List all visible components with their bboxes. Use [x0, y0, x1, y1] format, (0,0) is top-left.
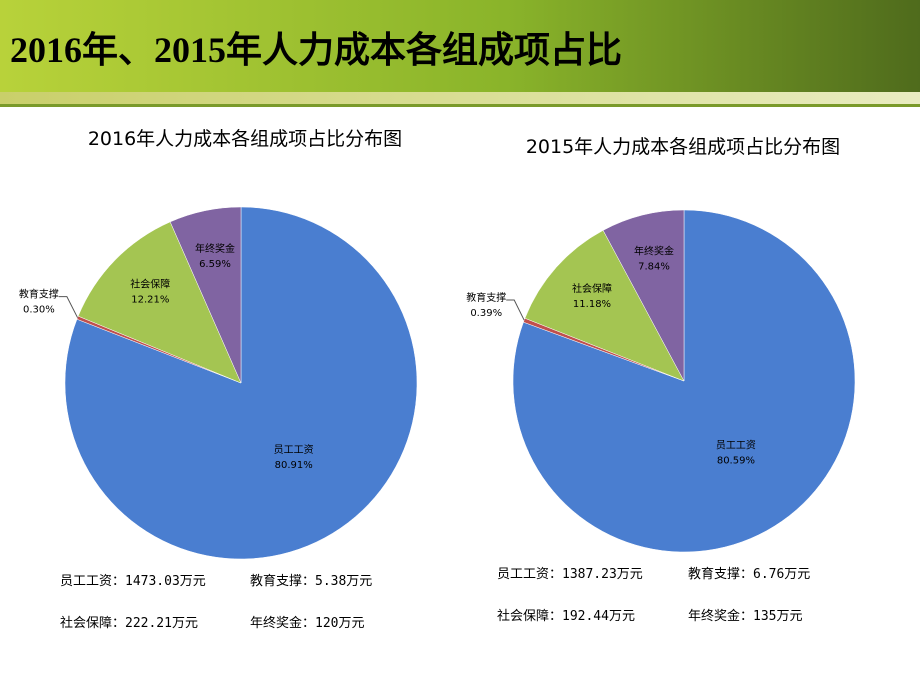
chart-title: 2015年人力成本各组成项占比分布图	[526, 136, 840, 158]
slice-label: 年终奖金	[634, 245, 674, 258]
slice-value-label: 0.39%	[470, 308, 502, 319]
slice-label: 员工工资	[274, 444, 314, 456]
slice-label: 员工工资	[716, 439, 756, 451]
note: 教育支撑：6.76万元	[688, 566, 810, 582]
header-stripe	[0, 92, 920, 104]
slice-value-label: 0.30%	[23, 305, 55, 316]
slice-label: 教育支撑	[19, 288, 59, 301]
slice-value-label: 80.91%	[275, 460, 313, 471]
slice-value-label: 7.84%	[638, 262, 670, 273]
slice-label: 年终奖金	[195, 242, 235, 255]
note: 员工工资：1473.03万元	[60, 574, 206, 589]
note: 教育支撑：5.38万元	[250, 573, 372, 589]
pie-slice	[524, 229, 685, 382]
pie-slice	[169, 206, 242, 384]
slice-label: 教育支撑	[466, 291, 506, 304]
note: 年终奖金：120万元	[250, 615, 364, 631]
note: 社会保障：192.44万元	[497, 608, 635, 624]
note: 社会保障：222.21万元	[60, 615, 198, 631]
header-band	[0, 0, 920, 92]
leader-line	[58, 296, 79, 318]
header-line	[0, 104, 920, 107]
pie-slice	[77, 221, 242, 384]
pie-slice	[602, 209, 685, 382]
slice-value-label: 11.18%	[573, 299, 611, 310]
slice-value-label: 6.59%	[199, 259, 231, 270]
note: 员工工资：1387.23万元	[497, 567, 643, 582]
leader-line	[506, 299, 525, 321]
slide-title: 2016年、2015年人力成本各组成项占比	[10, 30, 622, 70]
slice-value-label: 12.21%	[131, 294, 169, 305]
note: 年终奖金：135万元	[688, 608, 802, 624]
slice-value-label: 80.59%	[717, 455, 755, 466]
slice-label: 社会保障	[572, 282, 612, 295]
chart-title: 2016年人力成本各组成项占比分布图	[88, 128, 402, 150]
slice-label: 社会保障	[130, 277, 170, 290]
